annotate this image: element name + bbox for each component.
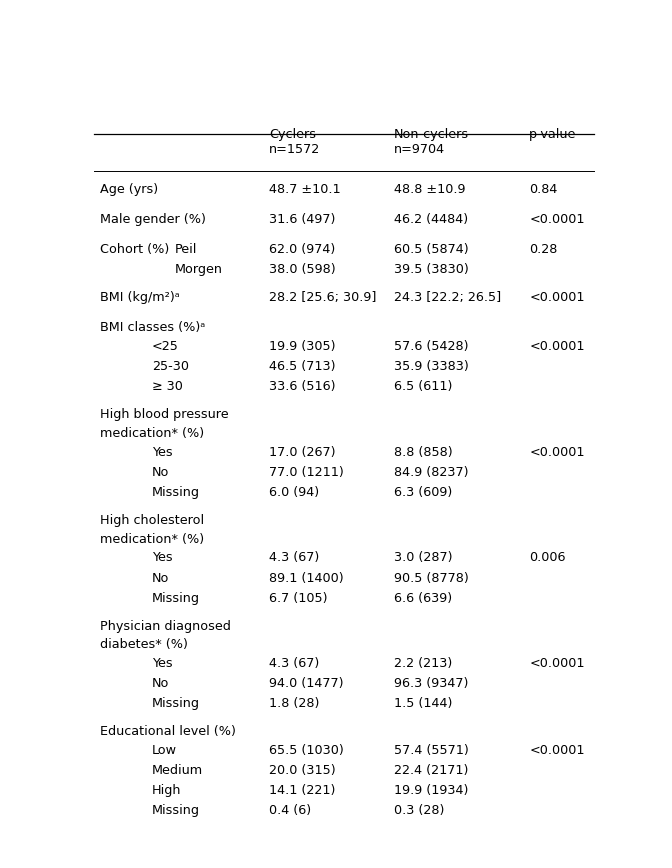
Text: 33.6 (516): 33.6 (516) bbox=[269, 380, 335, 393]
Text: 48.8 ±10.9: 48.8 ±10.9 bbox=[394, 183, 466, 196]
Text: 0.006: 0.006 bbox=[530, 551, 566, 564]
Text: 19.9 (1934): 19.9 (1934) bbox=[394, 784, 468, 797]
Text: Missing: Missing bbox=[152, 592, 200, 604]
Text: 6.0 (94): 6.0 (94) bbox=[269, 486, 319, 499]
Text: Medium: Medium bbox=[152, 764, 203, 777]
Text: 1.5 (144): 1.5 (144) bbox=[394, 697, 452, 710]
Text: <0.0001: <0.0001 bbox=[530, 340, 585, 353]
Text: No: No bbox=[152, 677, 169, 690]
Text: <0.0001: <0.0001 bbox=[530, 292, 585, 305]
Text: 17.0 (267): 17.0 (267) bbox=[269, 446, 335, 459]
Text: diabetes* (%): diabetes* (%) bbox=[99, 638, 187, 651]
Text: 0.28: 0.28 bbox=[530, 243, 558, 256]
Text: 25-30: 25-30 bbox=[152, 360, 189, 373]
Text: Yes: Yes bbox=[152, 657, 172, 670]
Text: 48.7 ±10.1: 48.7 ±10.1 bbox=[269, 183, 341, 196]
Text: Non-cyclers
n=9704: Non-cyclers n=9704 bbox=[394, 128, 469, 155]
Text: 6.3 (609): 6.3 (609) bbox=[394, 486, 452, 499]
Text: 90.5 (8778): 90.5 (8778) bbox=[394, 571, 468, 584]
Text: Peil: Peil bbox=[175, 243, 198, 256]
Text: 3.0 (287): 3.0 (287) bbox=[394, 551, 452, 564]
Text: 89.1 (1400): 89.1 (1400) bbox=[269, 571, 343, 584]
Text: No: No bbox=[152, 571, 169, 584]
Text: medication* (%): medication* (%) bbox=[99, 427, 204, 440]
Text: <0.0001: <0.0001 bbox=[530, 446, 585, 459]
Text: No: No bbox=[152, 466, 169, 479]
Text: BMI (kg/m²)ᵃ: BMI (kg/m²)ᵃ bbox=[99, 292, 179, 305]
Text: Missing: Missing bbox=[152, 804, 200, 817]
Text: 19.9 (305): 19.9 (305) bbox=[269, 340, 335, 353]
Text: 60.5 (5874): 60.5 (5874) bbox=[394, 243, 468, 256]
Text: Low: Low bbox=[152, 744, 177, 757]
Text: High: High bbox=[152, 784, 181, 797]
Text: 57.4 (5571): 57.4 (5571) bbox=[394, 744, 468, 757]
Text: 8.8 (858): 8.8 (858) bbox=[394, 446, 452, 459]
Text: Missing: Missing bbox=[152, 486, 200, 499]
Text: Yes: Yes bbox=[152, 446, 172, 459]
Text: 96.3 (9347): 96.3 (9347) bbox=[394, 677, 468, 690]
Text: 0.3 (28): 0.3 (28) bbox=[394, 804, 444, 817]
Text: <0.0001: <0.0001 bbox=[530, 657, 585, 670]
Text: Morgen: Morgen bbox=[175, 263, 223, 276]
Text: 24.3 [22.2; 26.5]: 24.3 [22.2; 26.5] bbox=[394, 292, 501, 305]
Text: 20.0 (315): 20.0 (315) bbox=[269, 764, 335, 777]
Text: p-value: p-value bbox=[530, 128, 577, 141]
Text: Male gender (%): Male gender (%) bbox=[99, 214, 206, 226]
Text: 38.0 (598): 38.0 (598) bbox=[269, 263, 335, 276]
Text: Age (yrs): Age (yrs) bbox=[99, 183, 158, 196]
Text: ≥ 30: ≥ 30 bbox=[152, 380, 183, 393]
Text: 14.1 (221): 14.1 (221) bbox=[269, 784, 335, 797]
Text: 0.4 (6): 0.4 (6) bbox=[269, 804, 311, 817]
Text: Physician diagnosed: Physician diagnosed bbox=[99, 620, 230, 633]
Text: 0.84: 0.84 bbox=[530, 183, 558, 196]
Text: Cyclers
n=1572: Cyclers n=1572 bbox=[269, 128, 320, 155]
Text: 31.6 (497): 31.6 (497) bbox=[269, 214, 335, 226]
Text: Cohort (%): Cohort (%) bbox=[99, 243, 169, 256]
Text: High blood pressure: High blood pressure bbox=[99, 408, 228, 421]
Text: 22.4 (2171): 22.4 (2171) bbox=[394, 764, 468, 777]
Text: medication* (%): medication* (%) bbox=[99, 533, 204, 546]
Text: 46.5 (713): 46.5 (713) bbox=[269, 360, 335, 373]
Text: 84.9 (8237): 84.9 (8237) bbox=[394, 466, 468, 479]
Text: 62.0 (974): 62.0 (974) bbox=[269, 243, 335, 256]
Text: High cholesterol: High cholesterol bbox=[99, 514, 204, 527]
Text: 6.5 (611): 6.5 (611) bbox=[394, 380, 452, 393]
Text: 6.6 (639): 6.6 (639) bbox=[394, 592, 452, 604]
Text: Missing: Missing bbox=[152, 697, 200, 710]
Text: Educational level (%): Educational level (%) bbox=[99, 726, 235, 739]
Text: 4.3 (67): 4.3 (67) bbox=[269, 551, 319, 564]
Text: <25: <25 bbox=[152, 340, 179, 353]
Text: 39.5 (3830): 39.5 (3830) bbox=[394, 263, 468, 276]
Text: 35.9 (3383): 35.9 (3383) bbox=[394, 360, 468, 373]
Text: 2.2 (213): 2.2 (213) bbox=[394, 657, 452, 670]
Text: 65.5 (1030): 65.5 (1030) bbox=[269, 744, 343, 757]
Text: <0.0001: <0.0001 bbox=[530, 744, 585, 757]
Text: 46.2 (4484): 46.2 (4484) bbox=[394, 214, 468, 226]
Text: 77.0 (1211): 77.0 (1211) bbox=[269, 466, 343, 479]
Text: 94.0 (1477): 94.0 (1477) bbox=[269, 677, 343, 690]
Text: 6.7 (105): 6.7 (105) bbox=[269, 592, 327, 604]
Text: 57.6 (5428): 57.6 (5428) bbox=[394, 340, 468, 353]
Text: <0.0001: <0.0001 bbox=[530, 214, 585, 226]
Text: BMI classes (%)ᵃ: BMI classes (%)ᵃ bbox=[99, 321, 205, 334]
Text: 1.8 (28): 1.8 (28) bbox=[269, 697, 319, 710]
Text: 28.2 [25.6; 30.9]: 28.2 [25.6; 30.9] bbox=[269, 292, 376, 305]
Text: 4.3 (67): 4.3 (67) bbox=[269, 657, 319, 670]
Text: Yes: Yes bbox=[152, 551, 172, 564]
